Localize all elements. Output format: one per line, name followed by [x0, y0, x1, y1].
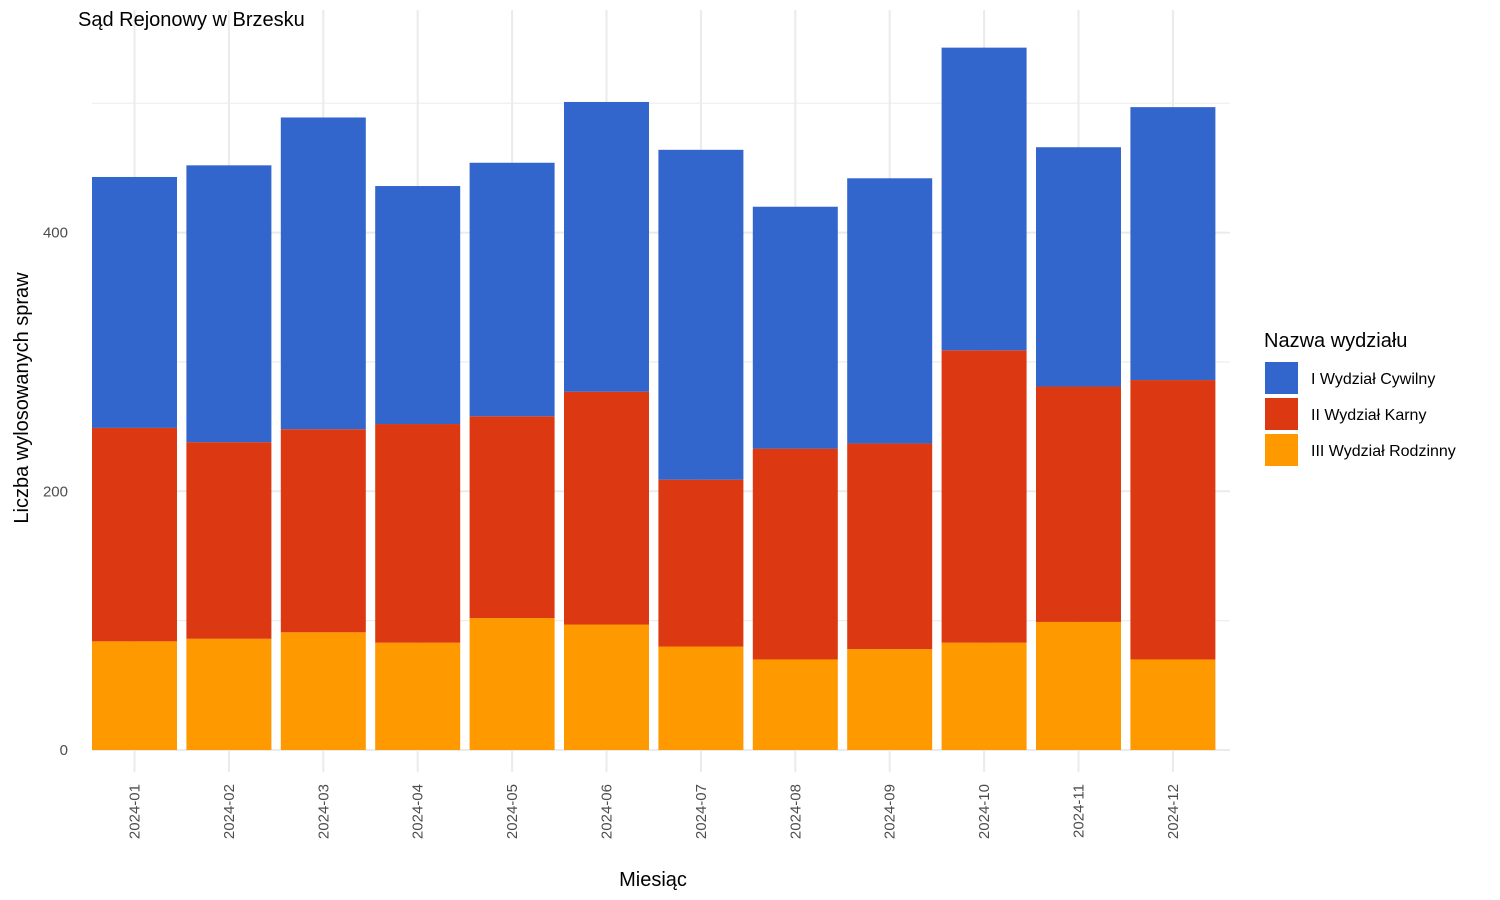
bar-segment-2024-10-3: [941, 642, 1027, 750]
bar-segment-2024-06-1: [564, 101, 649, 392]
bar-segment-2024-03-3: [280, 632, 366, 750]
bar-segment-2024-10-2: [941, 350, 1027, 643]
legend: Nazwa wydziału I Wydział Cywilny II Wydzi…: [1264, 330, 1456, 466]
bar-segment-2024-12-1: [1130, 107, 1216, 381]
bar-segment-2024-03-1: [280, 117, 366, 430]
bar-segment-2024-05-1: [469, 162, 555, 417]
legend-label: III Wydział Rodzinny: [1311, 443, 1456, 460]
bar-segment-2024-04-3: [375, 642, 461, 750]
x-tick-label: 2024-10: [976, 784, 993, 839]
bar-segment-2024-03-2: [280, 429, 366, 633]
y-tick-label: 200: [43, 483, 68, 500]
bar-segment-2024-08-2: [752, 448, 838, 660]
bar-segment-2024-07-3: [658, 646, 744, 750]
x-tick-label: 2024-05: [504, 784, 521, 839]
legend-title: Nazwa wydziału: [1264, 330, 1407, 352]
bar-segment-2024-05-3: [469, 618, 555, 750]
bar-segment-2024-02-3: [186, 638, 272, 750]
legend-swatch: [1265, 398, 1298, 430]
bar-segment-2024-11-1: [1036, 147, 1121, 387]
x-tick-label: 2024-07: [693, 784, 710, 839]
bar-segment-2024-06-3: [564, 624, 649, 750]
bar-segment-2024-04-1: [375, 186, 461, 425]
y-axis-title: Liczba wylosowanych spraw: [11, 272, 33, 524]
x-tick-label: 2024-04: [410, 784, 427, 839]
bar-segment-2024-10-1: [941, 47, 1027, 351]
y-tick-label: 0: [60, 742, 68, 759]
x-tick-label: 2024-08: [787, 784, 804, 839]
legend-label: I Wydział Cywilny: [1311, 371, 1435, 388]
x-tick-label: 2024-02: [221, 784, 238, 839]
bar-segment-2024-12-3: [1130, 659, 1216, 750]
bar-segment-2024-11-3: [1036, 621, 1121, 750]
bar-segment-2024-08-1: [752, 206, 838, 449]
bar-segment-2024-04-2: [375, 424, 461, 643]
axes: 0 200 400 2024-01 2024-02 2024-03 2024-04 2024-…: [43, 225, 1182, 839]
legend-label: II Wydział Karny: [1311, 407, 1426, 424]
legend-items: I Wydział Cywilny II Wydział Karny III Wyd…: [1265, 362, 1456, 466]
bar-segment-2024-07-1: [658, 149, 744, 480]
bar-segment-2024-07-2: [658, 479, 744, 647]
bar-segment-2024-01-3: [92, 641, 177, 750]
x-tick-label: 2024-03: [315, 784, 332, 839]
bar-segment-2024-06-2: [564, 391, 649, 625]
bar-segment-2024-01-2: [92, 427, 177, 642]
x-tick-label: 2024-12: [1165, 784, 1182, 839]
bar-segment-2024-12-2: [1130, 380, 1216, 660]
bar-segment-2024-09-3: [847, 649, 933, 750]
x-tick-label: 2024-09: [882, 784, 899, 839]
bar-segment-2024-02-1: [186, 165, 272, 443]
legend-swatch: [1265, 362, 1298, 394]
bar-segment-2024-09-2: [847, 443, 933, 650]
chart-title: Sąd Rejonowy w Brzesku: [78, 9, 305, 31]
bar-segment-2024-11-2: [1036, 386, 1121, 622]
x-tick-label: 2024-11: [1071, 784, 1088, 838]
bar-segment-2024-09-1: [847, 178, 933, 444]
bar-segment-2024-02-2: [186, 442, 272, 639]
bar-segment-2024-05-2: [469, 416, 555, 619]
x-tick-label: 2024-06: [599, 784, 616, 839]
y-tick-label: 400: [43, 225, 68, 242]
x-axis-title: Miesiąc: [619, 869, 687, 891]
x-tick-label: 2024-01: [127, 784, 144, 839]
legend-swatch: [1265, 434, 1298, 466]
bar-segment-2024-08-3: [752, 659, 838, 750]
bars: [92, 47, 1216, 750]
bar-segment-2024-01-1: [92, 176, 177, 428]
